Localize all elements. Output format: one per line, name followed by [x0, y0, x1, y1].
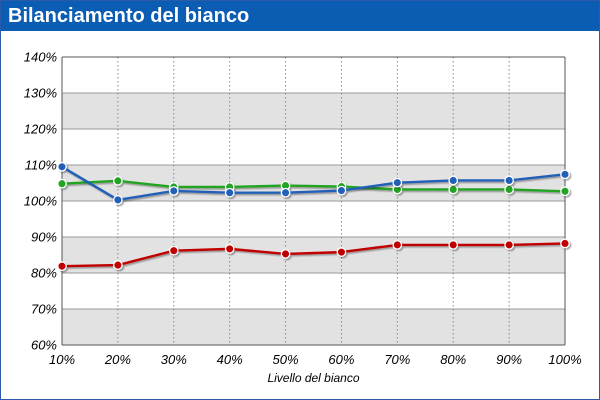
x-tick-labels: 10% 20% 30% 40% 50% 60% 70% 80% 90% 100%: [49, 352, 582, 367]
axes: [61, 56, 566, 346]
y-tick-label: 100%: [24, 194, 57, 209]
x-tick-label: 70%: [384, 352, 410, 367]
data-point: [280, 187, 291, 198]
plot-band: [62, 93, 565, 129]
y-tick-label: 130%: [24, 86, 57, 101]
plot-band: [62, 201, 565, 237]
plot-band: [62, 129, 565, 165]
series-line: [61, 179, 566, 193]
y-tick-label: 90%: [31, 230, 57, 245]
plot-band: [62, 57, 565, 93]
series-line: [61, 165, 566, 202]
data-point: [336, 247, 347, 257]
red-series: [57, 238, 570, 272]
y-tick-label: 80%: [31, 266, 57, 281]
data-point: [113, 195, 123, 205]
x-tick-label: 20%: [104, 352, 131, 367]
data-point: [560, 169, 570, 180]
y-tick-labels: 60% 70% 80% 90% 100% 110% 120% 130% 140%: [24, 50, 57, 353]
y-tick-label: 60%: [31, 338, 57, 353]
plot-bands: [62, 56, 565, 346]
data-point: [560, 238, 570, 249]
window-title: Bilanciamento del bianco: [8, 5, 250, 27]
y-tick-label: 140%: [24, 50, 57, 65]
data-point: [168, 186, 179, 196]
plot-band: [62, 237, 565, 273]
x-tick-label: 50%: [273, 352, 299, 367]
data-point: [448, 184, 459, 195]
y-tick-label: 120%: [24, 122, 57, 137]
x-axis-label: Livello del bianco: [267, 371, 359, 385]
x-tick-label: 40%: [217, 352, 243, 367]
y-tick-label: 110%: [25, 158, 57, 173]
data-point: [504, 184, 514, 195]
data-point: [336, 185, 347, 196]
x-tick-label: 90%: [496, 352, 522, 367]
data-point: [504, 175, 514, 186]
blue-series: [57, 161, 570, 205]
vertical-gridlines: [117, 57, 510, 345]
data-point: [280, 249, 291, 259]
x-tick-label: 10%: [49, 352, 75, 367]
title-bar: Bilanciamento del bianco: [1, 1, 599, 31]
x-tick-label: 30%: [161, 352, 187, 367]
data-point: [224, 187, 235, 198]
x-tick-label: 80%: [440, 352, 466, 367]
x-tick-label: 100%: [548, 352, 581, 367]
data-point: [392, 240, 403, 250]
plot-band: [62, 273, 565, 309]
y-tick-label: 70%: [31, 302, 57, 317]
data-point: [57, 261, 67, 272]
x-tick-label: 60%: [328, 352, 354, 367]
data-point: [504, 240, 514, 250]
data-point: [448, 240, 459, 250]
series-line: [61, 242, 566, 268]
data-point: [392, 177, 403, 188]
data-point: [113, 175, 123, 186]
data-point: [113, 260, 123, 270]
data-point: [448, 175, 459, 186]
data-point: [57, 178, 67, 189]
plot-band: [62, 309, 565, 345]
data-point: [224, 244, 235, 254]
data-point: [57, 161, 67, 172]
series-lines: [57, 161, 570, 272]
data-point: [560, 186, 570, 197]
data-point: [168, 245, 179, 256]
